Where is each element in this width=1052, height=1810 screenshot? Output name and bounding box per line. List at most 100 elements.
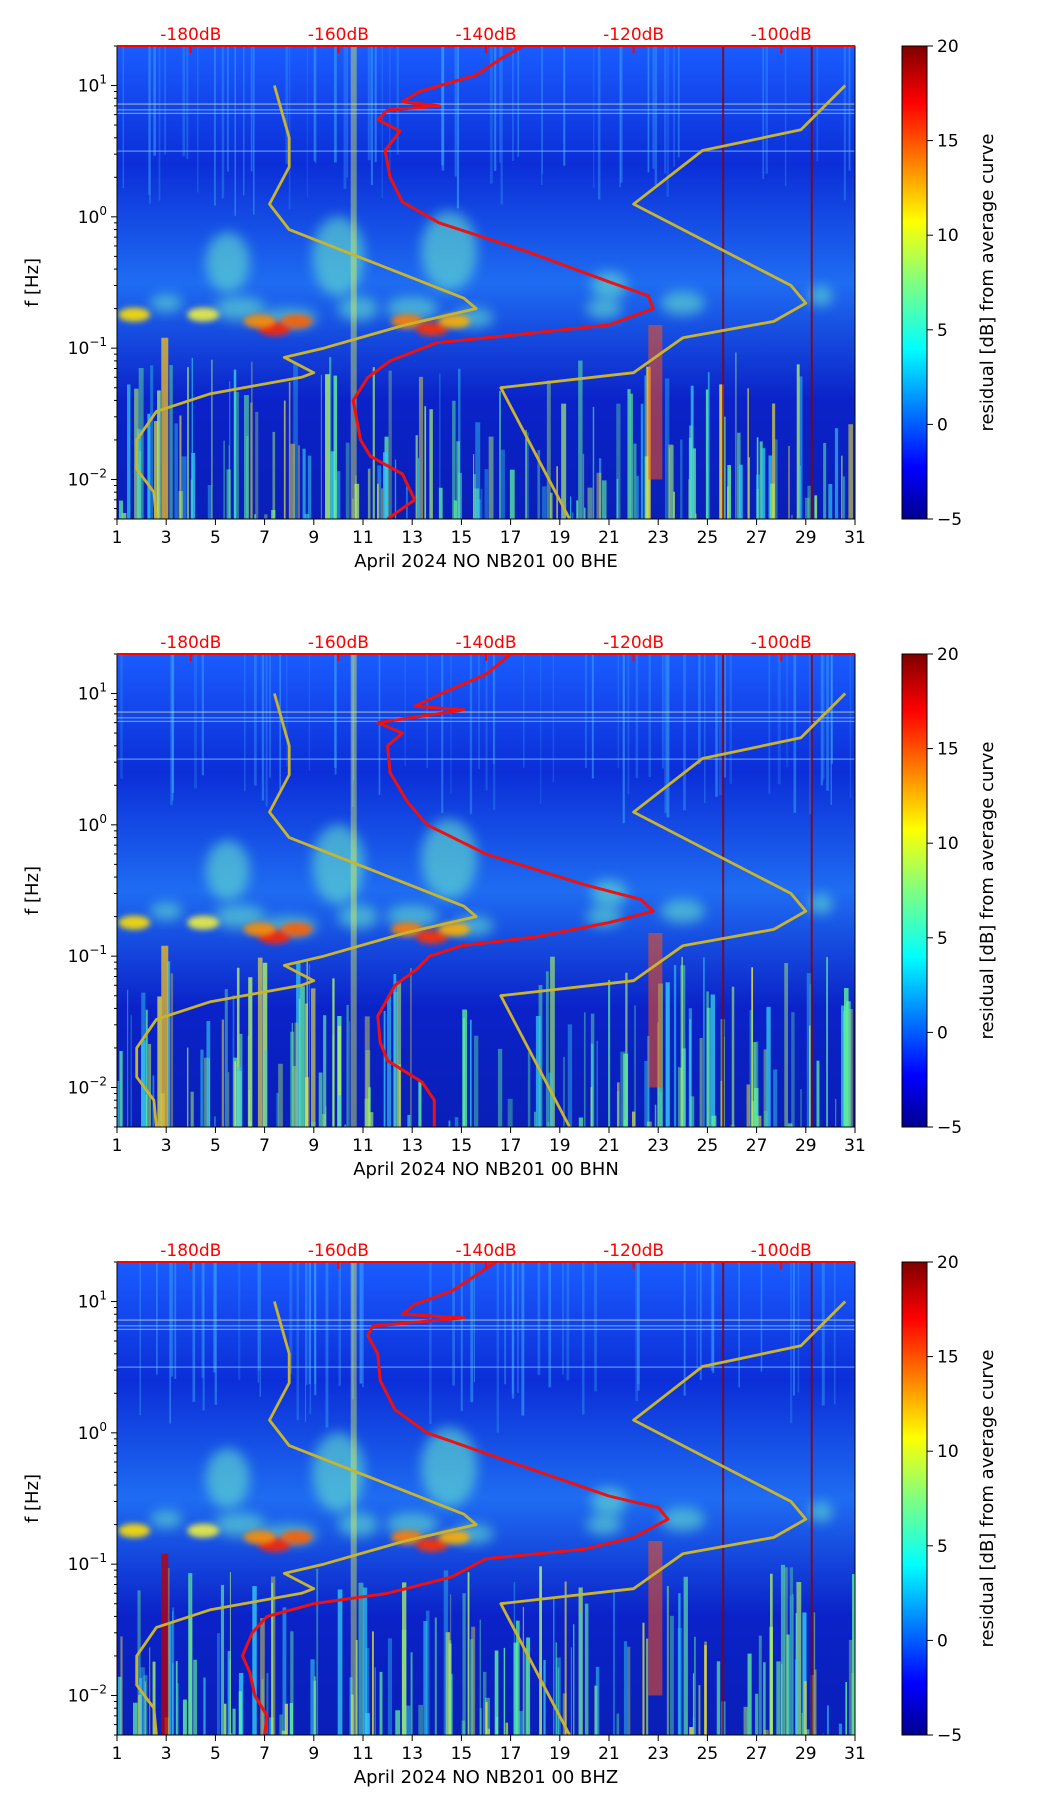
x-tick-label: 19: [549, 1136, 571, 1156]
colorbar-tick-label: 0: [937, 1023, 948, 1043]
y-tick-label: 100: [78, 812, 107, 836]
y-tick-label: 101: [78, 681, 107, 705]
colorbar-tick-label: −5: [937, 510, 962, 530]
x-tick-label: 5: [210, 1744, 221, 1764]
colorbar-gradient: [902, 46, 927, 519]
colorbar-tick-label: 20: [937, 37, 959, 57]
x-tick-label: 29: [795, 1136, 817, 1156]
x-tick-label: 15: [451, 1744, 473, 1764]
top-axis-label: -140dB: [455, 25, 516, 45]
x-tick-label: 21: [598, 1744, 620, 1764]
x-tick-label: 23: [647, 1744, 669, 1764]
y-tick-label: 10−2: [68, 1074, 107, 1098]
top-axis-label: -100dB: [751, 25, 812, 45]
y-tick-label: 10−1: [68, 1551, 107, 1575]
x-tick-label: 25: [697, 1744, 719, 1764]
x-tick-label: 19: [549, 1744, 571, 1764]
top-axis-label: -160dB: [308, 1241, 369, 1261]
x-tick-label: 7: [259, 528, 270, 548]
x-tick-label: 25: [697, 1136, 719, 1156]
colorbar-tick-label: 15: [937, 740, 959, 760]
x-tick-label: 7: [259, 1744, 270, 1764]
x-tick-label: 3: [161, 1744, 172, 1764]
x-tick-label: 7: [259, 1136, 270, 1156]
top-axis-label: -160dB: [308, 25, 369, 45]
x-tick-label: 17: [500, 1136, 522, 1156]
x-tick-label: 9: [308, 1136, 319, 1156]
colorbar-tick-label: −5: [937, 1118, 962, 1138]
x-tick-label: 11: [352, 528, 374, 548]
x-tick-label: 27: [746, 528, 768, 548]
x-axis-label: April 2024 NO NB201 00 BHZ: [354, 1767, 618, 1788]
heatmap-image: [117, 654, 855, 1127]
colorbar-tick-label: 0: [937, 415, 948, 435]
colorbar-tick-label: 15: [937, 1348, 959, 1368]
colorbar-tick-label: 20: [937, 645, 959, 665]
x-axis-label: April 2024 NO NB201 00 BHN: [353, 1159, 619, 1180]
top-axis-label: -120dB: [603, 25, 664, 45]
x-tick-label: 3: [161, 528, 172, 548]
x-tick-label: 31: [844, 528, 866, 548]
top-axis-label: -180dB: [160, 1241, 221, 1261]
x-tick-label: 1: [112, 1744, 123, 1764]
x-tick-label: 13: [401, 1136, 423, 1156]
colorbar-label: residual [dB] from average curve: [977, 741, 998, 1039]
y-tick-label: 10−2: [68, 466, 107, 490]
top-axis-label: -180dB: [160, 25, 221, 45]
x-tick-label: 23: [647, 1136, 669, 1156]
x-tick-label: 3: [161, 1136, 172, 1156]
colorbar-tick-label: −5: [937, 1726, 962, 1746]
top-axis-label: -140dB: [455, 1241, 516, 1261]
y-tick-label: 100: [78, 204, 107, 228]
x-tick-label: 29: [795, 1744, 817, 1764]
x-tick-label: 21: [598, 528, 620, 548]
x-axis-label: April 2024 NO NB201 00 BHE: [354, 551, 618, 572]
colorbar-tick-label: 20: [937, 1253, 959, 1273]
x-tick-label: 25: [697, 528, 719, 548]
heatmap-image: [117, 1262, 855, 1735]
y-tick-label: 10−2: [68, 1682, 107, 1706]
y-axis-label: f [Hz]: [22, 1474, 43, 1523]
x-tick-label: 15: [451, 528, 473, 548]
x-tick-label: 17: [500, 1744, 522, 1764]
colorbar-tick-label: 10: [937, 834, 959, 854]
x-tick-label: 1: [112, 1136, 123, 1156]
x-tick-label: 5: [210, 1136, 221, 1156]
x-tick-label: 9: [308, 1744, 319, 1764]
colorbar-gradient: [902, 654, 927, 1127]
top-axis-label: -140dB: [455, 633, 516, 653]
top-axis-label: -120dB: [603, 633, 664, 653]
colorbar-tick-label: 10: [937, 1442, 959, 1462]
colorbar-tick-label: 15: [937, 132, 959, 152]
x-tick-label: 13: [401, 528, 423, 548]
top-axis-label: -100dB: [751, 1241, 812, 1261]
top-axis-label: -120dB: [603, 1241, 664, 1261]
x-tick-label: 29: [795, 528, 817, 548]
x-tick-label: 27: [746, 1744, 768, 1764]
x-tick-label: 23: [647, 528, 669, 548]
x-tick-label: 5: [210, 528, 221, 548]
colorbar-tick-label: 10: [937, 226, 959, 246]
y-tick-label: 100: [78, 1420, 107, 1444]
colorbar-tick-label: 5: [937, 321, 948, 341]
top-axis-label: -100dB: [751, 633, 812, 653]
x-tick-label: 27: [746, 1136, 768, 1156]
colorbar-tick-label: 5: [937, 1537, 948, 1557]
top-axis-label: -160dB: [308, 633, 369, 653]
x-tick-label: 31: [844, 1136, 866, 1156]
x-tick-label: 15: [451, 1136, 473, 1156]
y-tick-label: 101: [78, 73, 107, 97]
y-axis-label: f [Hz]: [22, 866, 43, 915]
x-tick-label: 11: [352, 1744, 374, 1764]
x-tick-label: 17: [500, 528, 522, 548]
x-tick-label: 31: [844, 1744, 866, 1764]
colorbar-gradient: [902, 1262, 927, 1735]
